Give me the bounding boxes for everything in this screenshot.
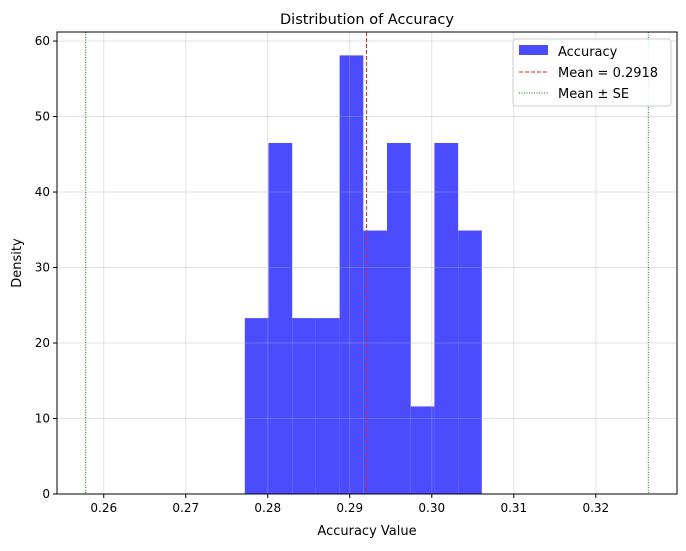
x-axis-label: Accuracy Value: [317, 524, 416, 539]
legend-label-se: Mean ± SE: [558, 87, 629, 102]
x-tick-label: 0.27: [172, 501, 199, 515]
x-tick-label: 0.31: [500, 501, 527, 515]
histogram-bar: [434, 142, 459, 494]
histogram-bar: [268, 142, 293, 494]
histogram-bar: [363, 230, 388, 494]
histogram-bar: [410, 406, 435, 494]
histogram-bar: [292, 318, 316, 494]
bars: [244, 55, 482, 494]
x-tick-label: 0.29: [336, 501, 363, 515]
y-tick-label: 60: [35, 34, 50, 48]
histogram-bar: [387, 142, 411, 494]
chart-title: Distribution of Accuracy: [280, 12, 454, 28]
x-tick-label: 0.32: [582, 501, 609, 515]
legend: Accuracy Mean = 0.2918 Mean ± SE: [512, 38, 672, 107]
legend-box: [512, 38, 672, 107]
histogram-bar: [315, 318, 340, 494]
plot-frame: [56, 31, 678, 495]
legend-label-mean: Mean = 0.2918: [558, 66, 658, 81]
x-tick-label: 0.28: [254, 501, 281, 515]
y-tick-label: 40: [35, 185, 50, 199]
legend-swatch-accuracy: [519, 45, 548, 55]
y-tick-label: 0: [42, 487, 50, 501]
y-axis-label: Density: [10, 238, 25, 288]
x-tick-label: 0.30: [418, 501, 445, 515]
histogram-bar: [244, 318, 269, 494]
x-axis: 0.26 0.27 0.28 0.29 0.30 0.31 0.32: [90, 494, 609, 515]
histogram-bar: [458, 230, 482, 494]
y-axis: 0 10 20 30 40 50 60: [35, 34, 57, 501]
reference-lines: [85, 32, 649, 494]
y-tick-label: 20: [35, 336, 50, 350]
x-tick-label: 0.26: [90, 501, 117, 515]
y-tick-label: 10: [35, 412, 50, 426]
y-tick-label: 30: [35, 261, 50, 275]
y-tick-label: 50: [35, 110, 50, 124]
histogram-bar: [339, 55, 364, 494]
legend-label-accuracy: Accuracy: [558, 45, 618, 60]
